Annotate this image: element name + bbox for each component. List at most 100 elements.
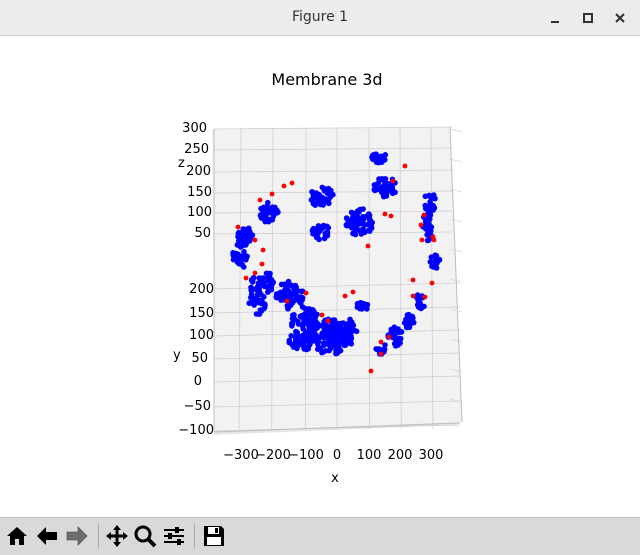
scatter-point xyxy=(419,237,425,243)
scatter-point xyxy=(255,280,262,286)
scatter-point xyxy=(258,300,265,307)
scatter-point xyxy=(314,225,320,232)
scatter-point xyxy=(357,305,364,311)
scatter-point xyxy=(300,326,307,332)
scatter-point xyxy=(365,212,372,219)
scatter-point xyxy=(335,329,342,336)
x-tick-label: 300 xyxy=(419,448,444,463)
scatter-point xyxy=(325,225,332,231)
scatter-point xyxy=(348,335,354,342)
grid-line xyxy=(213,210,453,214)
scatter-point xyxy=(256,275,263,281)
scatter-point xyxy=(353,328,360,335)
scatter-point xyxy=(354,300,361,307)
scatter-point xyxy=(320,330,327,337)
window-titlebar: Figure 1 xyxy=(0,0,640,36)
scatter-point xyxy=(343,321,349,328)
close-icon[interactable] xyxy=(610,8,630,28)
scatter-point xyxy=(425,237,432,243)
scatter-point xyxy=(431,195,438,202)
scatter-point xyxy=(254,299,260,306)
grid-line xyxy=(368,127,371,430)
save-icon[interactable] xyxy=(201,522,227,550)
scatter-point xyxy=(365,243,371,249)
scatter-point xyxy=(408,318,414,324)
scatter-point xyxy=(427,199,433,205)
grid-line xyxy=(213,375,461,383)
scatter-point xyxy=(246,300,253,307)
scatter-point xyxy=(248,291,255,297)
scatter-point xyxy=(319,201,326,207)
chart-title: Membrane 3d xyxy=(271,70,382,89)
configure-subplots-icon[interactable] xyxy=(161,522,187,550)
scatter-point xyxy=(397,335,404,342)
scatter-point xyxy=(258,308,265,314)
figure-canvas[interactable]: Membrane 3d 300 250 200 150 100 50 z 200… xyxy=(0,37,640,517)
scatter-point xyxy=(371,182,378,188)
scatter-point xyxy=(294,329,300,336)
zoom-icon[interactable] xyxy=(132,522,158,550)
home-icon[interactable] xyxy=(4,522,30,550)
scatter-point xyxy=(276,293,282,300)
scatter-point xyxy=(261,294,267,300)
z-ticks: 300 250 200 150 100 50 xyxy=(182,121,212,241)
scatter-point xyxy=(426,222,433,229)
x-axis-label: x xyxy=(331,471,339,486)
y-tick-label: −50 xyxy=(184,399,211,414)
scatter-point xyxy=(234,242,241,248)
minimize-icon[interactable] xyxy=(545,8,565,28)
scatter-point xyxy=(257,197,263,203)
scatter-point xyxy=(288,333,295,339)
scatter-point xyxy=(252,270,258,276)
window-title: Figure 1 xyxy=(291,9,349,25)
scatter-point xyxy=(283,293,290,300)
back-arrow-icon[interactable] xyxy=(34,522,60,550)
scatter-point xyxy=(388,186,395,193)
scatter-point xyxy=(260,275,267,281)
scatter-point xyxy=(421,303,427,310)
navigation-toolbar xyxy=(0,517,640,555)
scatter-point xyxy=(297,313,304,320)
scatter-point xyxy=(266,286,272,292)
scatter-point xyxy=(319,194,326,201)
scatter-point xyxy=(335,323,341,330)
scatter-point xyxy=(422,205,429,212)
y-tick-label: 50 xyxy=(191,351,208,366)
scatter-point xyxy=(288,291,295,298)
z-tick-label: 250 xyxy=(184,142,209,157)
scatter-point xyxy=(378,339,384,345)
scatter-point xyxy=(422,294,428,300)
z-tick-label: 150 xyxy=(187,185,212,200)
scatter-point xyxy=(249,232,256,238)
scatter-point xyxy=(289,320,295,327)
scatter-point xyxy=(352,231,359,238)
x-tick-label: −100 xyxy=(288,448,324,463)
scatter-point xyxy=(382,211,388,217)
scatter-point xyxy=(303,306,310,312)
scatter-point xyxy=(309,328,315,335)
z-tick-label: 300 xyxy=(182,121,207,136)
scatter-point xyxy=(350,322,357,329)
pan-icon[interactable] xyxy=(104,522,130,550)
scatter-point xyxy=(259,261,265,267)
plot-3d[interactable]: Membrane 3d 300 250 200 150 100 50 z 200… xyxy=(0,37,640,517)
scatter-point xyxy=(398,329,405,335)
grid-line xyxy=(430,127,434,430)
scatter-points xyxy=(230,151,443,374)
scatter-point xyxy=(285,287,292,294)
scatter-point xyxy=(429,280,435,286)
forward-arrow-icon[interactable] xyxy=(64,522,90,550)
scatter-point xyxy=(234,259,241,265)
grid-line xyxy=(213,147,453,151)
maximize-icon[interactable] xyxy=(578,8,598,28)
scatter-point xyxy=(328,329,334,336)
z-tick-label: 100 xyxy=(187,205,212,220)
scatter-point xyxy=(291,312,297,318)
scatter-point xyxy=(291,297,298,304)
scatter-point xyxy=(250,274,257,281)
scatter-point xyxy=(368,223,375,230)
scatter-point xyxy=(428,254,435,260)
scatter-point xyxy=(388,213,394,219)
grid-line xyxy=(449,126,463,423)
scatter-point xyxy=(319,312,325,318)
